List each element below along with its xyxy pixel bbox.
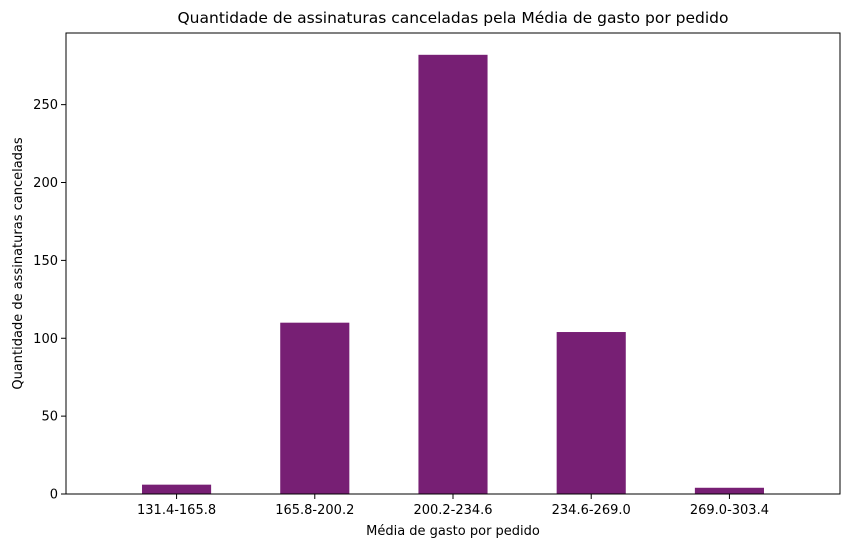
y-tick-label: 50 [41, 410, 58, 425]
y-tick-label: 100 [33, 332, 58, 347]
y-tick-label: 150 [33, 254, 58, 269]
x-axis: 131.4-165.8 165.8-200.2 200.2-234.6 234.6-2… [137, 494, 769, 518]
bar-165.8-200.2 [280, 322, 350, 494]
bar-200.2-234.6 [418, 54, 488, 495]
bar-269.0-303.4 [694, 487, 764, 494]
bar-131.4-165.8 [142, 484, 212, 494]
x-tick-label: 269.0-303.4 [690, 503, 769, 518]
y-axis: 0 50 100 150 200 250 [33, 98, 66, 503]
y-tick-label: 0 [50, 488, 58, 503]
bars-group [142, 54, 764, 495]
chart-title: Quantidade de assinaturas canceladas pel… [177, 9, 728, 27]
x-tick-label: 165.8-200.2 [275, 503, 354, 518]
x-axis-label: Média de gasto por pedido [366, 524, 540, 539]
bar-234.6-269.0 [556, 332, 626, 494]
y-tick-label: 250 [33, 98, 58, 113]
y-tick-label: 200 [33, 176, 58, 191]
x-tick-label: 200.2-234.6 [413, 503, 492, 518]
y-axis-label: Quantidade de assinaturas canceladas [11, 137, 26, 390]
x-tick-label: 234.6-269.0 [552, 503, 631, 518]
x-tick-label: 131.4-165.8 [137, 503, 216, 518]
